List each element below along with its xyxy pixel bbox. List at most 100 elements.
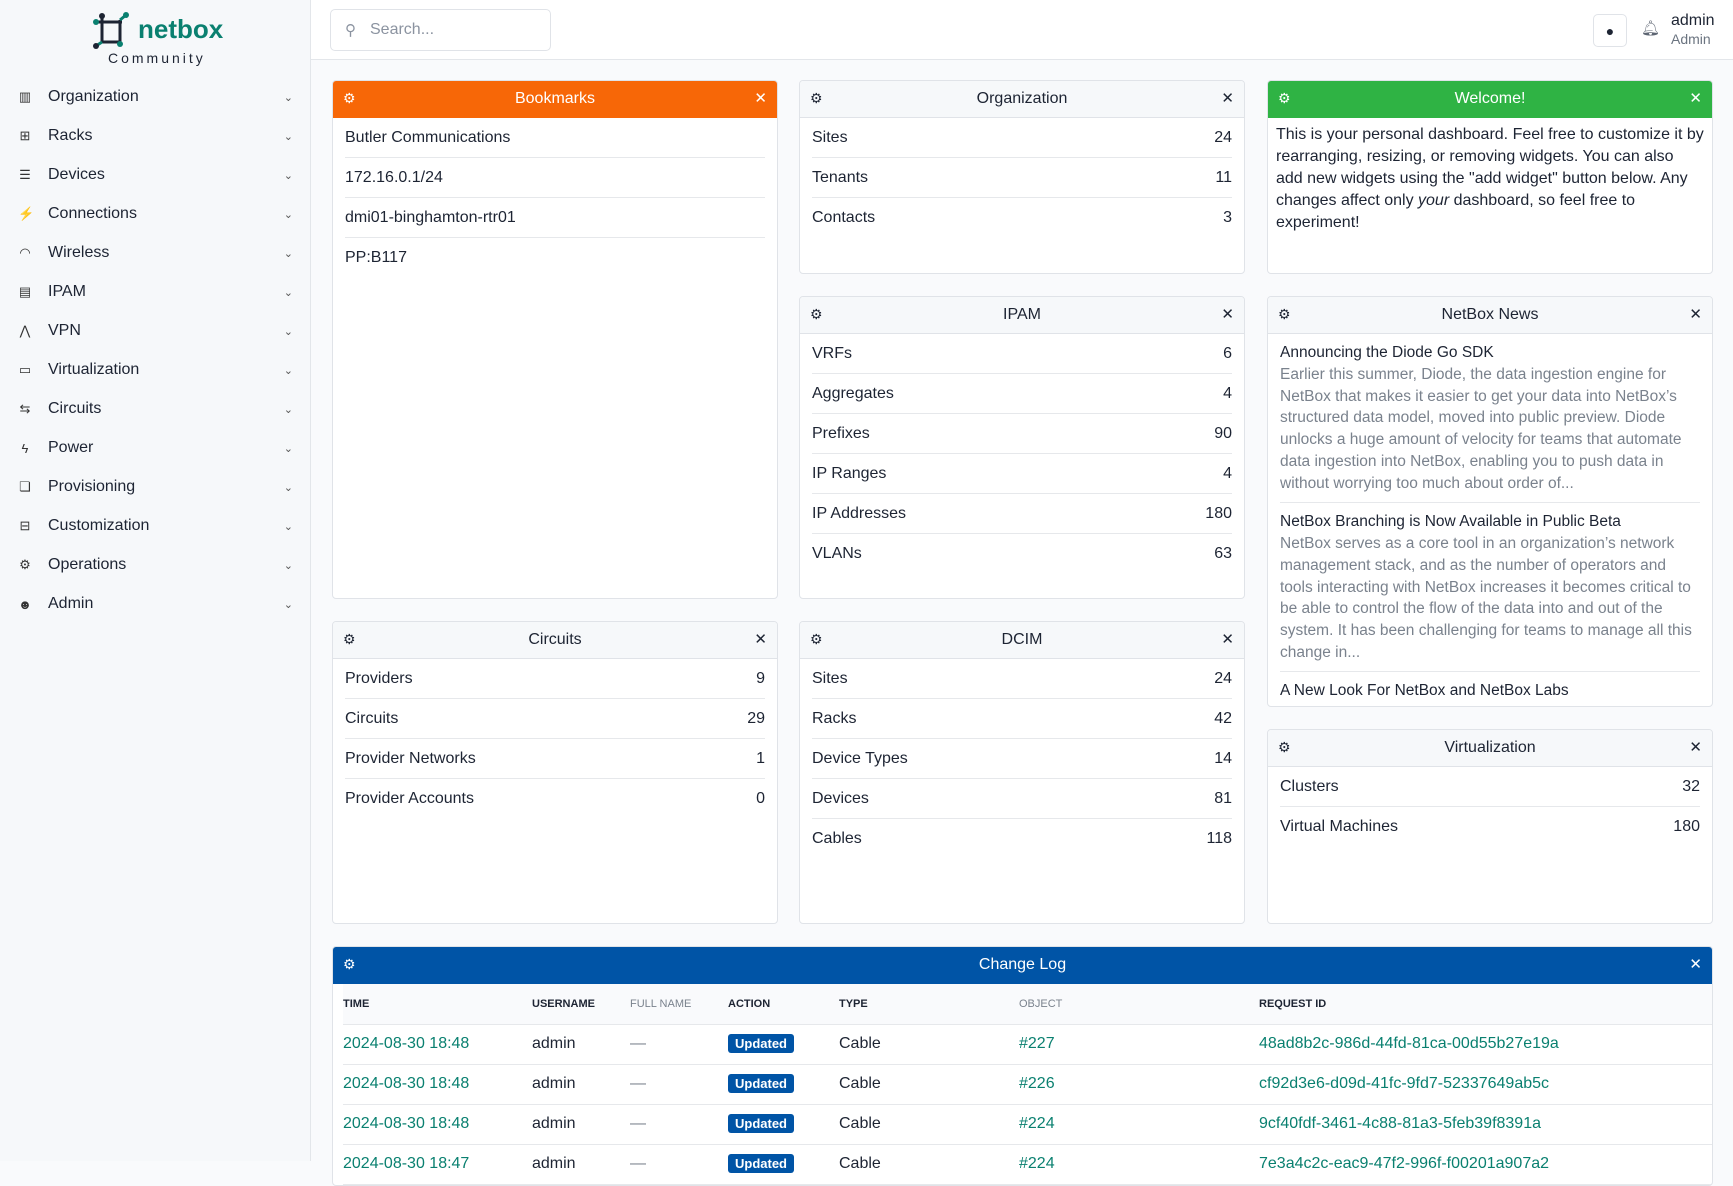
column-header[interactable]: ACTION [728,984,839,1025]
stat-label[interactable]: Cables [812,830,862,847]
gear-icon[interactable]: ⚙ [343,956,356,972]
request-id-link[interactable]: 9cf40fdf-3461-4c88-81a3-5feb39f8391a [1259,1115,1541,1132]
bookmark-link[interactable]: 172.16.0.1/24 [345,168,443,186]
object-link[interactable]: #227 [1019,1035,1055,1052]
stat-label[interactable]: Sites [812,669,848,687]
close-icon[interactable]: ✕ [1689,90,1702,107]
stat-label[interactable]: Clusters [1280,777,1339,795]
stat-label[interactable]: Circuits [345,709,399,727]
bookmark-link[interactable]: PP:B117 [345,249,407,266]
stat-label[interactable]: VRFs [812,344,852,362]
news-title[interactable]: A New Look For NetBox and NetBox Labs [1280,682,1569,700]
news-item[interactable]: NetBox Branching is Now Available in Pub… [1280,503,1700,673]
stat-label[interactable]: Provider Accounts [345,790,474,807]
column-header[interactable]: FULL NAME [630,984,728,1025]
news-title[interactable]: NetBox Branching is Now Available in Pub… [1280,513,1621,531]
sidebar-item-operations[interactable]: ⚙ Operations ⌄ [0,547,311,583]
column-header[interactable]: OBJECT [1019,984,1259,1025]
gear-icon[interactable]: ⚙ [810,90,823,106]
gear-icon[interactable]: ⚙ [810,306,823,322]
gear-icon[interactable]: ⚙ [343,90,356,106]
sidebar-item-provisioning[interactable]: ❏ Provisioning ⌄ [0,469,311,505]
close-icon[interactable]: ✕ [1689,956,1702,973]
sidebar-item-organization[interactable]: ▥ Organization ⌄ [0,79,311,115]
search-input[interactable] [370,21,520,39]
sidebar-item-wireless[interactable]: ◠ Wireless ⌄ [0,235,311,271]
gear-icon[interactable]: ⚙ [810,631,823,647]
bookmark-item[interactable]: 172.16.0.1/24 [345,158,765,198]
close-icon[interactable]: ✕ [1221,90,1234,107]
bookmark-item[interactable]: PP:B117 [345,238,765,278]
dcim-widget: ⚙ DCIM ✕ Sites 24 Racks 42 Device Types 14 Devic… [799,621,1245,924]
search-box[interactable]: ⚲ [330,9,551,51]
news-item[interactable]: A New Look For NetBox and NetBox Labs [1280,672,1700,706]
close-icon[interactable]: ✕ [1221,306,1234,323]
netbox-logo[interactable]: netbox Community [92,12,223,68]
sidebar-item-label: Organization [48,88,139,105]
close-icon[interactable]: ✕ [1689,739,1702,756]
rack-icon: ⊞ [19,128,31,143]
sidebar-item-ipam[interactable]: ▤ IPAM ⌄ [0,274,311,310]
changelog-widget: ⚙ Change Log ✕ TIME USERNAME FULL NAME ACTION… [332,946,1713,1186]
gear-icon[interactable]: ⚙ [1278,90,1291,106]
gear-icon[interactable]: ⚙ [343,631,356,647]
action-badge: Updated [728,1154,794,1173]
stat-value: 32 [1682,777,1700,795]
bookmark-item[interactable]: Butler Communications [345,118,765,158]
column-header[interactable]: TYPE [839,984,1019,1025]
request-id-link[interactable]: cf92d3e6-d09d-41fc-9fd7-52337649ab5c [1259,1075,1550,1092]
object-link[interactable]: #226 [1019,1075,1055,1092]
bookmark-item[interactable]: dmi01-binghamton-rtr01 [345,198,765,238]
sidebar-item-devices[interactable]: ☰ Devices ⌄ [0,157,311,193]
gear-icon[interactable]: ⚙ [1278,739,1291,755]
stat-label[interactable]: Virtual Machines [1280,818,1398,835]
bookmark-link[interactable]: Butler Communications [345,128,511,146]
stat-label[interactable]: Device Types [812,749,908,767]
chevron-down-icon: ⌄ [283,91,293,104]
close-icon[interactable]: ✕ [754,90,767,107]
time-link[interactable]: 2024-08-30 18:48 [343,1075,470,1092]
sidebar-item-virtualization[interactable]: ▭ Virtualization ⌄ [0,352,311,388]
gear-icon[interactable]: ⚙ [1278,306,1291,322]
news-title[interactable]: Announcing the Diode Go SDK [1280,344,1494,361]
object-link[interactable]: #224 [1019,1115,1055,1132]
theme-toggle-button[interactable]: ● [1593,14,1627,47]
time-link[interactable]: 2024-08-30 18:48 [343,1035,470,1052]
column-header[interactable]: USERNAME [532,984,630,1025]
close-icon[interactable]: ✕ [1689,306,1702,323]
stat-label[interactable]: Devices [812,789,869,807]
time-link[interactable]: 2024-08-30 18:48 [343,1115,470,1132]
bell-icon[interactable]: 🔔︎ [1641,20,1661,37]
sidebar-item-circuits[interactable]: ⇆ Circuits ⌄ [0,391,311,427]
sidebar-item-racks[interactable]: ⊞ Racks ⌄ [0,118,311,154]
user-menu[interactable]: admin Admin [1671,12,1715,48]
stat-label[interactable]: Provider Networks [345,749,476,767]
column-header[interactable]: TIME [343,984,532,1025]
sidebar-item-vpn[interactable]: ⋀ VPN ⌄ [0,313,311,349]
close-icon[interactable]: ✕ [754,631,767,648]
stat-label[interactable]: VLANs [812,545,862,562]
object-link[interactable]: #224 [1019,1155,1055,1172]
virtualization-widget: ⚙ Virtualization ✕ Clusters 32 Virtual Machi… [1267,729,1713,924]
stat-label[interactable]: Aggregates [812,384,894,402]
close-icon[interactable]: ✕ [1221,631,1234,648]
news-item[interactable]: Announcing the Diode Go SDK Earlier this … [1280,334,1700,504]
stat-label[interactable]: Tenants [812,168,869,186]
stat-label[interactable]: IP Addresses [812,504,906,522]
bookmark-link[interactable]: dmi01-binghamton-rtr01 [345,208,516,226]
stat-label[interactable]: Sites [812,128,848,146]
sidebar-item-power[interactable]: ϟ Power ⌄ [0,430,311,466]
request-id-link[interactable]: 7e3a4c2c-eac9-47f2-996f-f00201a907a2 [1259,1155,1550,1172]
stat-label[interactable]: Prefixes [812,424,870,442]
column-header[interactable]: REQUEST ID [1259,984,1712,1025]
stat-label[interactable]: IP Ranges [812,464,887,482]
request-id-link[interactable]: 48ad8b2c-986d-44fd-81ca-00d55b27e19a [1259,1035,1559,1052]
sidebar-item-customization[interactable]: ⊟ Customization ⌄ [0,508,311,544]
sidebar-item-label: Virtualization [48,361,140,378]
stat-label[interactable]: Contacts [812,209,876,226]
time-link[interactable]: 2024-08-30 18:47 [343,1155,470,1172]
stat-label[interactable]: Racks [812,709,857,727]
sidebar-item-admin[interactable]: ☻ Admin ⌄ [0,586,311,622]
sidebar-item-connections[interactable]: ⚡ Connections ⌄ [0,196,311,232]
stat-label[interactable]: Providers [345,669,413,687]
